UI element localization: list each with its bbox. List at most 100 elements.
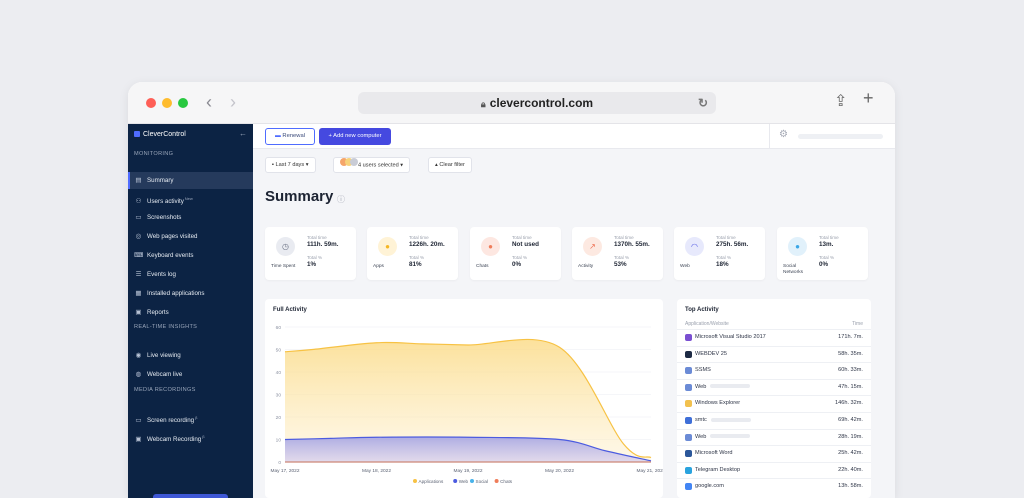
table-row[interactable]: WEBDEV 25 58h. 35m.	[677, 345, 871, 363]
card-value-percent: 1%	[307, 261, 317, 268]
app-name: Windows Explorer	[695, 400, 741, 407]
redacted-text	[710, 434, 751, 439]
stat-card-time-spent[interactable]: ◷ Time Spent Total time 111h. 59m. Total % 1%	[265, 227, 356, 280]
chevron-left-icon[interactable]: ‹	[206, 92, 212, 112]
app-name: WEBDEV 25	[695, 350, 728, 357]
chevron-down-icon: ▾	[398, 162, 404, 169]
main-content: ▬ Renewal + Add new computer ⚙ ▪ Last 7 …	[253, 124, 895, 498]
card-value-percent: 0%	[819, 261, 829, 268]
stat-card-web[interactable]: ◠ Web Total time 275h. 56m. Total % 18%	[674, 227, 765, 280]
table-row[interactable]: Windows Explorer 146h. 32m.	[677, 395, 871, 412]
card-value-percent: 81%	[409, 261, 422, 268]
sidebar-badge: New	[184, 196, 193, 201]
users-filter[interactable]: 4 users selected ▾	[333, 157, 411, 173]
sidebar-item-webcam-recording[interactable]: ▣ Webcam Recordingβ	[128, 428, 253, 445]
card-label-time: Total time	[819, 235, 839, 240]
table-row[interactable]: Web 28h. 19m.	[677, 428, 871, 446]
stat-card-chats[interactable]: ● Chats Total time Not used Total % 0%	[470, 227, 561, 280]
y-tick-label: 60	[276, 325, 282, 331]
arrow-left-icon[interactable]: ←	[239, 129, 247, 138]
browser-toolbar: ‹ › 🔒︎ clevercontrol.com ↻ ⇪ +	[128, 82, 895, 124]
word-icon	[685, 450, 692, 458]
stat-card-apps[interactable]: ● Apps Total time 1226h. 20m. Total % 81%	[367, 227, 458, 280]
sidebar-item-screen-recording[interactable]: ▭ Screen recordingβ	[128, 409, 253, 426]
avatar-group	[340, 158, 358, 172]
legend-marker-social	[470, 479, 474, 483]
y-tick-label: 40	[276, 370, 282, 376]
table-row[interactable]: smtc 69h. 42m.	[677, 412, 871, 429]
help-icon	[685, 417, 692, 424]
close-window-button[interactable]	[146, 98, 156, 108]
series-area-applications	[285, 339, 651, 462]
card-name: Web	[680, 264, 690, 269]
app-name: smtc	[695, 417, 707, 423]
legend-label-applications: Applications	[419, 479, 444, 484]
sidebar-item-summary[interactable]: ▤ Summary	[128, 172, 253, 189]
x-tick-label: May 17, 2022	[270, 468, 299, 474]
full-activity-panel: Full Activity 0 10 20 30 40 50 60 May 17, 2022 M…	[265, 299, 663, 498]
legend-marker-chats	[494, 479, 499, 483]
table-row[interactable]: Telegram Desktop 22h. 40m.	[677, 461, 871, 479]
minimize-window-button[interactable]	[162, 98, 172, 108]
brand[interactable]: CleverControl	[134, 131, 186, 138]
share-icon[interactable]: ⇪	[834, 93, 848, 110]
user-menu[interactable]	[798, 134, 883, 139]
card-label-time: Total time	[716, 235, 736, 240]
renewal-button[interactable]: ▬ Renewal	[265, 128, 315, 145]
wifi-icon: ◠	[685, 237, 704, 256]
info-icon[interactable]: ⓘ	[337, 195, 345, 204]
sidebar-item-reports[interactable]: ▣ Reports	[128, 304, 253, 321]
logo-icon	[134, 131, 140, 138]
table-row[interactable]: google.com 13h. 58m.	[677, 478, 871, 495]
eye-icon: ◉	[135, 352, 142, 359]
card-name: Time Spent	[271, 264, 296, 269]
y-tick-label: 0	[278, 460, 281, 466]
sidebar-item-live-viewing[interactable]: ◉ Live viewing	[128, 347, 253, 364]
stat-card-social-networks[interactable]: ● Social Networks Total time 13m. Total % 0%	[777, 227, 868, 280]
add-computer-button[interactable]: + Add new computer	[319, 128, 391, 145]
sidebar-item-events-log[interactable]: ☰ Events log	[128, 266, 253, 283]
address-bar[interactable]: 🔒︎ clevercontrol.com ↻	[358, 92, 716, 114]
card-name: Activity	[578, 264, 594, 269]
sidebar-item-label: Live viewing	[147, 352, 181, 359]
chevron-right-icon[interactable]: ›	[230, 92, 236, 112]
apps-icon: ▦	[135, 290, 142, 297]
period-filter[interactable]: ▪ Last 7 days ▾	[265, 157, 316, 173]
sidebar-bottom-button[interactable]	[153, 494, 228, 498]
table-row[interactable]: Microsoft Visual Studio 2017 171h. 7m.	[677, 329, 871, 346]
top-bar: ▬ Renewal + Add new computer ⚙	[253, 124, 895, 149]
maximize-window-button[interactable]	[178, 98, 188, 108]
gear-icon[interactable]: ⚙	[779, 129, 788, 140]
sidebar-item-web-pages-visited[interactable]: ◎ Web pages visited	[128, 228, 253, 245]
card-name: Social Networks	[783, 264, 803, 275]
app-time: 146h. 32m.	[835, 400, 863, 407]
clear-filter-button[interactable]: ▴ Clear filter	[428, 157, 472, 173]
sidebar-item-label: Screenshots	[147, 214, 182, 221]
app-time: 69h. 42m.	[838, 417, 863, 423]
y-tick-label: 10	[276, 437, 282, 443]
screen-record-icon: ▭	[135, 417, 142, 425]
sidebar-item-installed-applications[interactable]: ▦ Installed applications	[128, 285, 253, 302]
plus-icon[interactable]: +	[863, 88, 874, 108]
table-row[interactable]: Microsoft Word 25h. 42m.	[677, 445, 871, 462]
stat-card-activity[interactable]: ↗ Activity Total time 1370h. 55m. Total % 53%	[572, 227, 663, 280]
legend-label-chats: Chats	[500, 479, 513, 484]
sidebar-item-webcam-live[interactable]: ◍ Webcam live	[128, 366, 253, 383]
sidebar-item-label: Reports	[147, 309, 169, 316]
sidebar-item-screenshots[interactable]: ▭ Screenshots	[128, 209, 253, 226]
users-label: 4 users selected	[358, 162, 399, 169]
card-value-percent: 53%	[614, 261, 627, 268]
app-name: Microsoft Word	[695, 450, 733, 457]
sidebar-item-users-activity[interactable]: ⚇ Users activityNew	[128, 190, 253, 207]
table-row[interactable]: Web 47h. 15m.	[677, 378, 871, 396]
sidebar-badge: β	[202, 434, 205, 439]
card-icon: ▬	[275, 133, 283, 139]
sidebar-item-label: Summary	[147, 177, 174, 184]
reload-icon[interactable]: ↻	[697, 96, 708, 110]
series-line-applications	[284, 338, 652, 459]
y-tick-label: 50	[276, 347, 282, 353]
top-activity-title: Top Activity	[685, 307, 719, 313]
calendar-icon: ▪	[272, 162, 276, 168]
table-row[interactable]: SSMS 60h. 33m.	[677, 362, 871, 379]
sidebar-item-keyboard-events[interactable]: ⌨ Keyboard events	[128, 247, 253, 264]
